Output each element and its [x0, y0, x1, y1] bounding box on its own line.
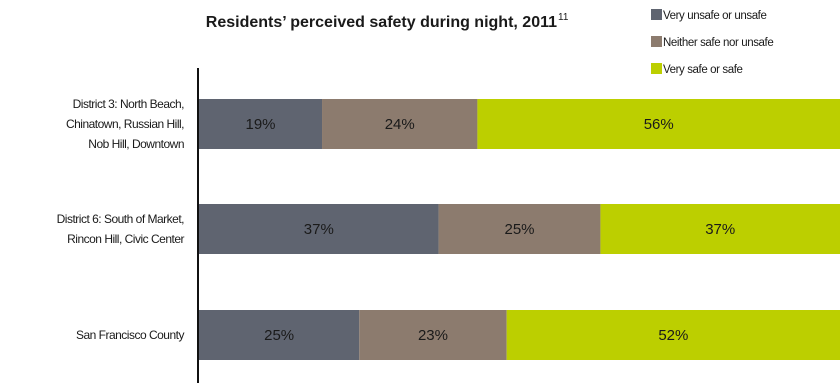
data-label-1-3: 56%	[644, 116, 674, 133]
category-labels: District 3: North Beach, Chinatown, Russi…	[57, 97, 185, 342]
data-label-3-1: 25%	[264, 327, 294, 344]
data-label-2-2: 25%	[504, 221, 534, 238]
legend: Very unsafe or unsafe Neither safe nor un…	[651, 9, 774, 76]
category-label-1-line-3: Nob Hill, Downtown	[88, 137, 184, 151]
bars: 19% 24% 56% 37% 25% 37% 25% 23% 52%	[199, 99, 840, 360]
category-label-1-line-2: Chinatown, Russian Hill,	[66, 117, 184, 131]
category-label-3-line-1: San Francisco County	[76, 328, 185, 342]
data-label-3-3: 52%	[658, 327, 688, 344]
chart-title-text: Residents’ perceived safety during night…	[206, 14, 557, 31]
category-label-1-line-1: District 3: North Beach,	[73, 97, 185, 111]
bar-2-segment-3	[600, 204, 840, 254]
category-label-2-line-2: Rincon Hill, Civic Center	[67, 232, 184, 246]
bar-1-segment-1	[199, 99, 323, 149]
legend-swatch-3	[651, 63, 662, 74]
legend-label-3: Very safe or safe	[663, 64, 743, 76]
data-label-2-3: 37%	[705, 221, 735, 238]
chart-title-superscript: 11	[558, 12, 569, 23]
data-label-3-2: 23%	[418, 327, 448, 344]
bar-3-segment-2	[359, 310, 507, 360]
data-label-1-1: 19%	[245, 116, 275, 133]
data-label-2-1: 37%	[304, 221, 334, 238]
chart-title: Residents’ perceived safety during night…	[206, 14, 557, 31]
bar-1-segment-3	[477, 99, 840, 149]
bar-3-segment-3	[506, 310, 840, 360]
legend-swatch-1	[651, 9, 662, 20]
legend-swatch-2	[651, 36, 662, 47]
legend-label-2: Neither safe nor unsafe	[663, 37, 773, 49]
bar-2-segment-2	[438, 204, 601, 254]
legend-label-1: Very unsafe or unsafe	[663, 10, 766, 22]
category-label-2-line-1: District 6: South of Market,	[57, 212, 185, 226]
data-label-1-2: 24%	[385, 116, 415, 133]
bar-1-segment-2	[322, 99, 478, 149]
bar-2-segment-1	[199, 204, 439, 254]
bar-3-segment-1	[199, 310, 360, 360]
